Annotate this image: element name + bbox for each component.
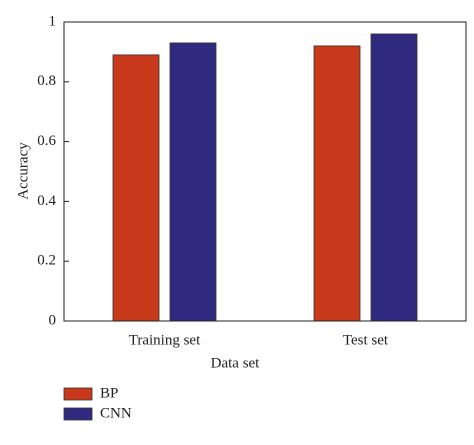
legend-label: CNN <box>100 405 132 421</box>
y-tick-label: 0.8 <box>37 73 56 89</box>
bar <box>370 33 418 322</box>
x-tick-label: Training set <box>129 332 201 348</box>
bar <box>313 45 361 322</box>
legend-label: BP <box>100 385 118 401</box>
y-tick-label: 0 <box>49 312 57 328</box>
y-tick-label: 0.2 <box>37 253 56 269</box>
legend-swatch <box>63 407 93 421</box>
bar <box>169 42 217 322</box>
y-tick-label: 1 <box>49 13 57 29</box>
x-tick-label: Test set <box>343 332 389 348</box>
x-axis-label: Data set <box>211 355 261 371</box>
legend-swatch <box>63 387 93 401</box>
plot-frame <box>63 21 467 322</box>
y-tick-label: 0.6 <box>37 133 56 149</box>
bar <box>112 54 160 322</box>
y-axis-label: Accuracy <box>15 142 31 200</box>
y-tick-label: 0.4 <box>37 193 56 209</box>
